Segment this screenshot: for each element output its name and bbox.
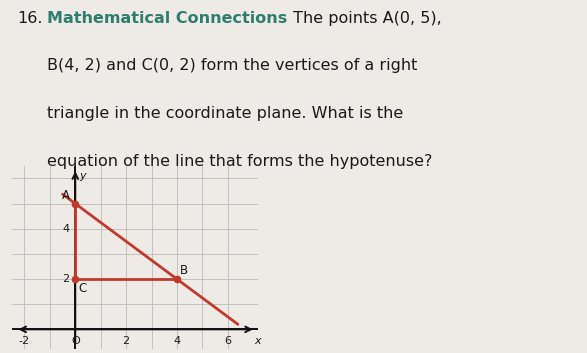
Text: The points A(0, 5),: The points A(0, 5), xyxy=(288,11,441,25)
Text: O: O xyxy=(71,336,80,346)
Text: A: A xyxy=(62,189,70,202)
Text: 16.: 16. xyxy=(18,11,43,25)
Text: 4: 4 xyxy=(63,224,70,234)
Text: 2: 2 xyxy=(63,274,70,284)
Text: C: C xyxy=(78,282,86,294)
Text: triangle in the coordinate plane. What is the: triangle in the coordinate plane. What i… xyxy=(47,106,403,121)
Text: Mathematical Connections: Mathematical Connections xyxy=(47,11,287,25)
Text: 2: 2 xyxy=(123,336,130,346)
Text: -2: -2 xyxy=(19,336,30,346)
Text: B: B xyxy=(180,264,188,276)
Text: 4: 4 xyxy=(173,336,181,346)
Text: 6: 6 xyxy=(224,336,231,346)
Text: equation of the line that forms the hypotenuse?: equation of the line that forms the hypo… xyxy=(47,154,433,168)
Text: y: y xyxy=(79,171,86,181)
Text: B(4, 2) and C(0, 2) form the vertices of a right: B(4, 2) and C(0, 2) form the vertices of… xyxy=(47,58,417,73)
Text: x: x xyxy=(255,336,261,346)
